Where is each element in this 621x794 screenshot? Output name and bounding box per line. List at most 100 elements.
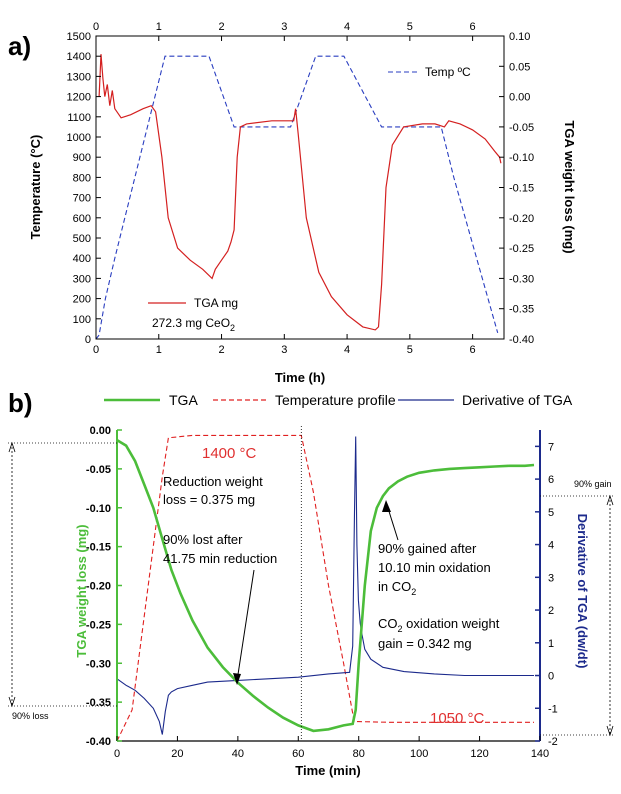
chart-a-top-xtick-label: 2: [218, 21, 224, 33]
chart-b-ytick-label: -0.35: [86, 697, 111, 709]
chart-b-xtick-label: 80: [353, 748, 365, 760]
chart-a-top-xtick-label: 0: [93, 21, 99, 33]
chart-b-y2tick-label: 3: [548, 572, 554, 584]
chart-a-ytick-label: 600: [73, 213, 91, 225]
chart-a-xtick-label: 0: [93, 344, 99, 356]
arrow-lost: [233, 569, 255, 685]
chart-b-ytick-label: -0.20: [86, 581, 111, 593]
chart-a-y2tick-label: -0.30: [509, 273, 534, 285]
series-temp-profile-line: [116, 434, 534, 742]
chart-a-xtick-label: 5: [407, 344, 413, 356]
arrow-gained-head: [382, 500, 391, 512]
chart-b-y2tick-label: -1: [548, 703, 558, 715]
annotation-ox-line2: gain = 0.342 mg: [378, 636, 472, 651]
chart-a-ytick-label: 1100: [67, 112, 91, 124]
chart-b-y2tick-label: 4: [548, 540, 554, 552]
annotation-gained-line3: in CO2: [378, 579, 416, 597]
chart-b-xtick-label: 60: [292, 748, 304, 760]
series-temp-line: [95, 55, 499, 340]
chart-b-plot: [116, 434, 535, 742]
chart-a-top-xtick-label: 5: [407, 21, 413, 33]
chart-a-frame: [95, 35, 505, 340]
annotation-loss-ref: 90% loss: [12, 711, 49, 721]
chart-a-ytick-label: 1000: [67, 132, 91, 144]
chart-a-xtick-label: 4: [344, 344, 350, 356]
chart-a-xlabel: Time (h): [275, 370, 325, 385]
chart-b-y2tick-label: 2: [548, 605, 554, 617]
chart-a-ytick-label: 1300: [67, 71, 91, 83]
chart-b-ytick-label: -0.25: [86, 619, 111, 631]
chart-a-y2tick-label: -0.20: [509, 213, 534, 225]
chart-b-xtick-label: 40: [232, 748, 244, 760]
chart-b-ytick-label: -0.30: [86, 658, 111, 670]
panel-b-label: b): [8, 388, 33, 418]
chart-a-xtick-label: 2: [218, 344, 224, 356]
chart-a-ytick-label: 0: [85, 334, 91, 346]
chart-a-y2tick-label: -0.15: [509, 183, 534, 195]
chart-b-y2tick-label: 1: [548, 638, 554, 650]
chart-b-xtick-label: 140: [531, 748, 549, 760]
series-tga-line: [98, 54, 502, 331]
chart-a-ytick-label: 400: [73, 253, 91, 265]
series-tga-b-line: [116, 438, 535, 733]
chart-a-xtick-label: 1: [156, 344, 162, 356]
annotation-temp-low: 1050 °C: [430, 710, 485, 727]
bracket-right-bottom-tick: [606, 725, 614, 737]
legend-tga-label: TGA mg: [194, 296, 238, 310]
chart-a-xtick-label: 6: [470, 344, 476, 356]
annotation-lost-line1: 90% lost after: [163, 532, 243, 547]
chart-b-y2tick-label: -2: [548, 736, 558, 748]
annotation-lost-line2: 41.75 min reduction: [163, 551, 277, 566]
chart-b-legend: TGA Temperature profile Derivative of TG…: [104, 392, 573, 408]
chart-a-y2tick-label: 0.10: [509, 31, 530, 43]
chart-a-y2tick-label: -0.35: [509, 304, 534, 316]
chart-a-y2tick-label: 0.05: [509, 61, 530, 73]
arrow-lost-shaft: [236, 569, 255, 682]
arrow-lost-head: [233, 673, 241, 685]
chart-a-y2tick-label: -0.10: [509, 152, 534, 164]
series-deriv-line: [116, 436, 534, 735]
chart-a-ytick-label: 900: [73, 152, 91, 164]
chart-a-y2tick-label: -0.25: [509, 243, 534, 255]
chart-a-top-xtick-label: 6: [470, 21, 476, 33]
chart-b-xtick-label: 20: [171, 748, 183, 760]
annotation-gained-line2: 10.10 min oxidation: [378, 560, 491, 575]
chart-a-ytick-label: 1500: [67, 31, 91, 43]
annotation-ox-line1: CO2 oxidation weight: [378, 616, 500, 634]
chart-a-y2tick-label: 0.00: [509, 92, 530, 104]
chart-b-ytick-label: 0.00: [90, 425, 111, 437]
chart-a-axes: 0 1 2 3 4 5 6 0 1 2 3 4 5 6 0 100 200 300 400 500 600 700 800 9…: [67, 21, 535, 356]
annotation-gain-ref: 90% gain: [574, 479, 612, 489]
bracket-left-bottom-tick: [8, 696, 16, 708]
chart-b-ytick-label: -0.15: [86, 542, 111, 554]
annotation-temp-high: 1400 °C: [202, 445, 257, 462]
chart-a-ytick-label: 1400: [67, 51, 91, 63]
chart-a-ytick-label: 500: [73, 233, 91, 245]
annotation-gained-line1: 90% gained after: [378, 541, 477, 556]
bracket-right-top-tick: [606, 494, 614, 506]
chart-b-axes: 0 20 40 60 80 100 120 1400.00-0.05-0.10-0.15-0.…: [86, 425, 558, 760]
legend-sample-label: 272.3 mg CeO2: [152, 316, 235, 333]
legend-deriv-label: Derivative of TGA: [462, 392, 573, 408]
chart-b-ytick-label: -0.10: [86, 503, 111, 515]
chart-a-ytick-label: 200: [73, 294, 91, 306]
chart-a-ytick-label: 800: [73, 172, 91, 184]
annotation-reduction-line2: loss = 0.375 mg: [163, 492, 255, 507]
chart-a-legend-tga: TGA mg 272.3 mg CeO2: [148, 296, 238, 333]
legend-tga-b-label: TGA: [169, 392, 198, 408]
chart-b-y2tick-label: 7: [548, 441, 554, 453]
legend-temp-profile-label: Temperature profile: [275, 392, 396, 408]
chart-b-y2tick-label: 5: [548, 507, 554, 519]
chart-b: b) TGA Temperature profile Derivative of…: [8, 388, 615, 778]
panel-a-label: a): [8, 31, 31, 61]
arrow-gained: [382, 500, 399, 541]
chart-b-xtick-label: 100: [410, 748, 428, 760]
chart-a-legend-temp: Temp ºC: [388, 65, 471, 79]
chart-a-ytick-label: 700: [73, 193, 91, 205]
chart-b-y2tick-label: 6: [548, 474, 554, 486]
annotation-reduction-line1: Reduction weight: [163, 474, 263, 489]
chart-a-y2label: TGA weight loss (mg): [562, 120, 577, 253]
chart-a-ytick-label: 1200: [67, 92, 91, 104]
chart-a-ytick-label: 300: [73, 273, 91, 285]
chart-a-y2tick-label: -0.40: [509, 334, 534, 346]
